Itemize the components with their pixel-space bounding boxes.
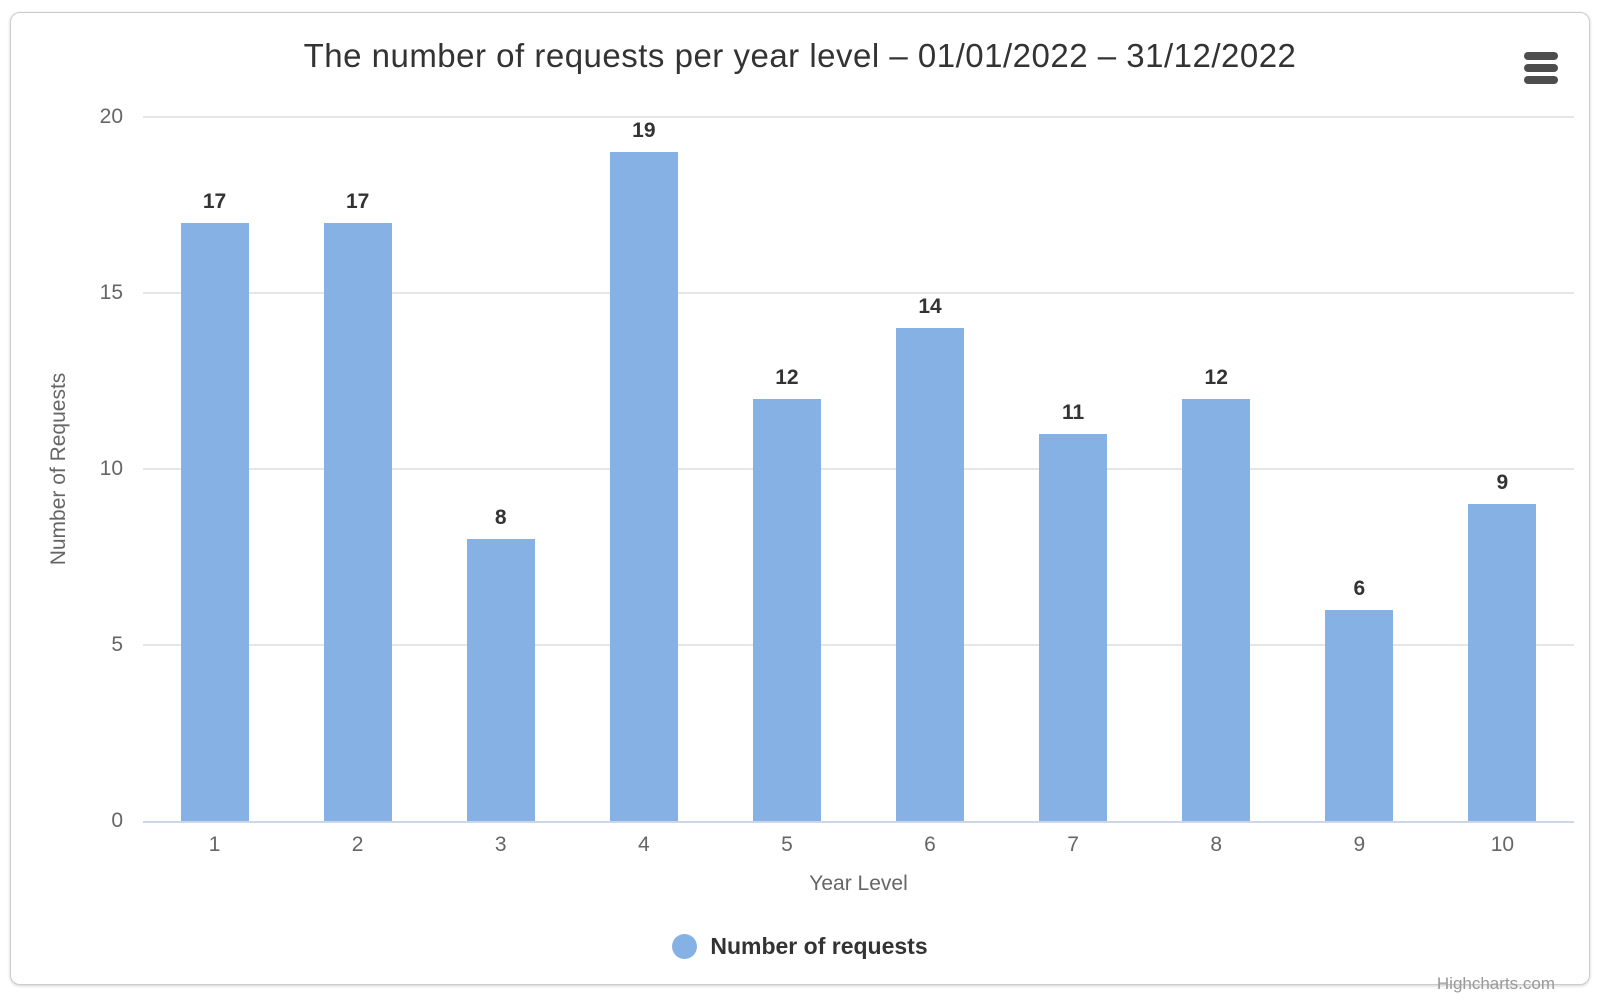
x-axis-title: Year Level — [809, 872, 908, 895]
context-menu-button[interactable] — [1519, 49, 1563, 87]
bar-value-label: 6 — [1353, 576, 1366, 600]
bar-slot: 14 — [858, 117, 1001, 821]
y-tick-label: 0 — [111, 809, 123, 832]
gridline — [143, 468, 1574, 470]
chart-title: The number of requests per year level – … — [303, 37, 1297, 74]
legend-item[interactable]: Number of requests — [11, 933, 1589, 960]
bar-year-7[interactable]: 11 — [1039, 401, 1108, 821]
x-tick-label: 5 — [781, 833, 793, 856]
bar-value-label: 9 — [1496, 471, 1509, 495]
y-tick-label: 20 — [99, 105, 123, 128]
bar-value-label: 12 — [775, 365, 799, 389]
hamburger-icon — [1524, 64, 1558, 72]
bar-slot: 6 — [1288, 117, 1431, 821]
gridline — [143, 116, 1574, 118]
chart-container: The number of requests per year level – … — [10, 12, 1590, 993]
bar-value-label: 19 — [632, 119, 656, 143]
bar-slot: 12 — [1145, 117, 1288, 821]
x-tick-label: 10 — [1490, 833, 1515, 856]
hamburger-icon — [1524, 52, 1558, 60]
bar-slot: 12 — [715, 117, 858, 821]
plot-area: 17 17 8 19 12 14 11 12 6 9 — [143, 116, 1574, 823]
x-axis-labels: 1 2 3 4 5 6 7 8 9 10 — [143, 833, 1574, 857]
bar-slot: 11 — [1002, 117, 1145, 821]
gridline — [143, 292, 1574, 294]
x-tick-label: 7 — [1067, 833, 1079, 856]
y-axis-labels: 0 5 10 15 20 — [11, 105, 123, 832]
bar-year-5[interactable]: 12 — [752, 366, 821, 821]
y-tick-label: 15 — [99, 281, 123, 304]
bar-slot: 17 — [143, 117, 286, 821]
x-tick-label: 2 — [351, 833, 364, 856]
x-tick-label: 9 — [1353, 833, 1366, 856]
bar-year-2[interactable]: 17 — [323, 190, 392, 821]
x-tick-label: 6 — [924, 833, 936, 856]
x-tick-label: 8 — [1210, 833, 1223, 856]
bar-year-8[interactable]: 12 — [1182, 366, 1251, 821]
bar-slot: 19 — [572, 117, 715, 821]
bar-year-6[interactable]: 14 — [896, 295, 965, 821]
bar-value-label: 14 — [918, 295, 942, 319]
bar-year-4[interactable]: 19 — [609, 119, 678, 821]
bar-value-label: 17 — [202, 189, 227, 213]
bar-slot: 9 — [1431, 117, 1574, 821]
x-tick-label: 4 — [637, 833, 650, 856]
bar-year-9[interactable]: 6 — [1325, 577, 1394, 821]
bar-value-label: 12 — [1204, 365, 1228, 389]
legend-label: Number of requests — [710, 933, 928, 959]
bar-slot: 8 — [429, 117, 572, 821]
x-tick-label: 3 — [494, 833, 507, 856]
bar-year-10[interactable]: 9 — [1468, 471, 1537, 821]
gridline — [143, 644, 1574, 646]
bar-value-label: 11 — [1062, 400, 1085, 424]
bar-value-label: 8 — [494, 506, 507, 530]
x-tick-label: 1 — [208, 833, 221, 856]
highcharts-credits-link[interactable]: Highcharts.com — [1436, 974, 1555, 993]
bar-year-3[interactable]: 8 — [466, 506, 535, 821]
y-tick-label: 10 — [99, 457, 123, 480]
y-tick-label: 5 — [111, 633, 123, 656]
bar-value-label: 17 — [345, 189, 370, 213]
bar-slot: 17 — [286, 117, 429, 821]
bar-year-1[interactable]: 17 — [180, 190, 249, 821]
hamburger-icon — [1524, 76, 1558, 84]
legend-marker-icon — [672, 934, 698, 959]
